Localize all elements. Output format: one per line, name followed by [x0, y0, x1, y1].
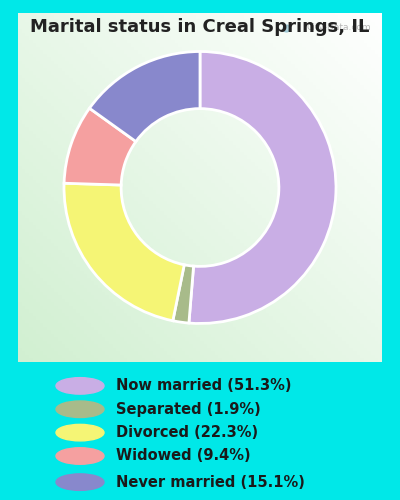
- Circle shape: [56, 378, 104, 394]
- Circle shape: [56, 424, 104, 441]
- Text: Separated (1.9%): Separated (1.9%): [116, 402, 261, 417]
- Wedge shape: [64, 183, 184, 321]
- Text: City-Data.com: City-Data.com: [306, 23, 371, 32]
- Text: Widowed (9.4%): Widowed (9.4%): [116, 448, 251, 464]
- Text: Never married (15.1%): Never married (15.1%): [116, 474, 305, 490]
- Wedge shape: [64, 108, 136, 185]
- Text: Marital status in Creal Springs, IL: Marital status in Creal Springs, IL: [30, 18, 370, 36]
- Wedge shape: [173, 265, 194, 323]
- Circle shape: [56, 474, 104, 490]
- Text: Now married (51.3%): Now married (51.3%): [116, 378, 292, 394]
- Wedge shape: [90, 52, 200, 142]
- Text: Divorced (22.3%): Divorced (22.3%): [116, 425, 258, 440]
- Wedge shape: [189, 52, 336, 324]
- Circle shape: [56, 448, 104, 464]
- Circle shape: [56, 401, 104, 417]
